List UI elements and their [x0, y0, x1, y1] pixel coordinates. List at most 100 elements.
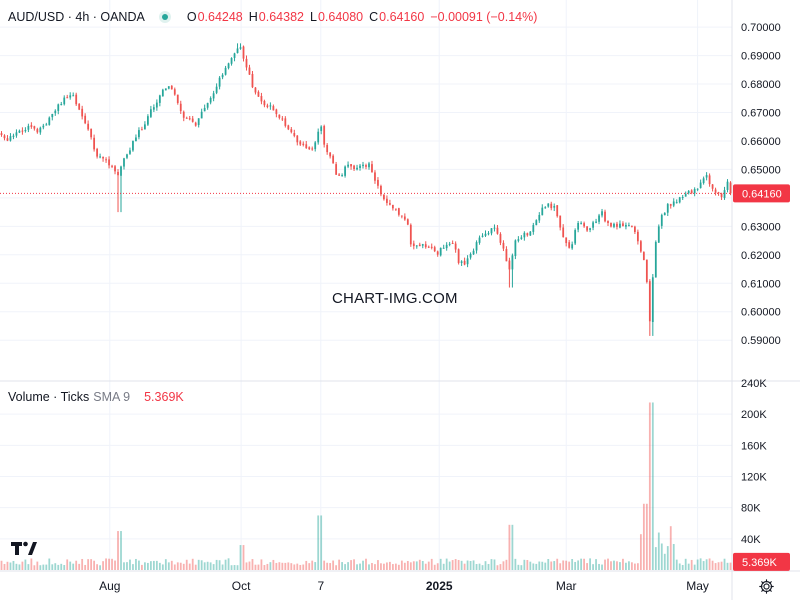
volume-bar	[380, 563, 382, 570]
volume-bar	[311, 560, 314, 570]
candle-body	[493, 227, 496, 229]
volume-bar	[3, 563, 6, 570]
volume-bar	[269, 562, 272, 570]
volume-bar	[454, 559, 457, 570]
volume-bar	[209, 562, 212, 570]
candle	[161, 88, 164, 97]
price-tick-label: 0.69000	[741, 51, 781, 63]
candle	[320, 125, 323, 135]
candle	[332, 154, 335, 164]
candle	[383, 194, 385, 201]
candle	[574, 228, 577, 246]
candle-body	[475, 242, 478, 251]
candle-body	[424, 244, 427, 248]
candle-body	[242, 46, 245, 59]
volume-bar	[287, 562, 290, 570]
candle	[90, 128, 93, 140]
candle	[146, 114, 149, 126]
candle	[182, 110, 185, 122]
volume-title[interactable]: Volume · Ticks	[8, 390, 90, 404]
gear-icon[interactable]	[758, 578, 775, 595]
tradingview-logo-icon[interactable]	[10, 538, 38, 560]
candle-body	[221, 74, 224, 78]
candle-body	[723, 190, 726, 198]
candle	[27, 123, 30, 133]
volume-bar	[24, 559, 27, 570]
candle	[669, 203, 672, 209]
candle-body	[245, 58, 248, 68]
candle	[266, 103, 269, 109]
candle-body	[607, 221, 609, 224]
candle	[484, 230, 487, 237]
volume-bar	[493, 559, 496, 570]
candle-body	[663, 212, 666, 216]
candle	[409, 223, 412, 247]
candle-body	[233, 53, 236, 58]
candle-body	[185, 117, 188, 119]
candle-body	[553, 206, 556, 208]
candle-body	[81, 108, 84, 117]
volume-bar	[475, 564, 478, 570]
volume-bar	[559, 563, 562, 570]
candle-body	[167, 86, 170, 89]
volume-bar	[368, 564, 370, 570]
volume-bar	[332, 560, 335, 570]
volume-bar	[350, 560, 352, 570]
candle-body	[179, 103, 182, 112]
candle	[245, 55, 248, 71]
candle	[586, 226, 588, 232]
volume-bar	[185, 559, 188, 570]
volume-bar	[275, 562, 278, 570]
open-label: O	[186, 10, 197, 24]
volume-bar	[75, 560, 78, 570]
candle-body	[293, 132, 296, 136]
volume-bar	[613, 560, 615, 570]
volume-bar	[415, 561, 418, 570]
candle-body	[371, 164, 373, 173]
volume-bar	[335, 565, 338, 570]
volume-bar	[538, 561, 541, 570]
volume-bar	[616, 561, 618, 570]
candle-body	[311, 148, 314, 150]
candle	[54, 109, 57, 116]
candle-body	[308, 147, 311, 150]
symbol-title[interactable]: AUD/USD · 4h · OANDA	[8, 10, 145, 24]
candle-body	[675, 202, 678, 204]
candle	[654, 240, 657, 278]
time-tick-label: Aug	[99, 579, 120, 593]
candle	[487, 231, 490, 236]
volume-bar	[418, 559, 421, 570]
volume-bar	[179, 562, 182, 570]
candle-body	[490, 228, 493, 234]
candle	[687, 190, 690, 195]
volume-bar	[299, 564, 302, 570]
candle-body	[57, 104, 60, 111]
candle-body	[595, 221, 597, 223]
volume-bar	[631, 562, 633, 570]
candle-body	[484, 233, 487, 236]
candle-body	[726, 181, 729, 190]
volume-bar	[693, 564, 696, 570]
candle-body	[499, 234, 502, 243]
candle	[517, 236, 520, 243]
volume-bars	[0, 402, 732, 570]
candle-body	[254, 87, 257, 93]
candle	[170, 85, 173, 90]
volume-bar	[577, 560, 580, 570]
candle-body	[194, 122, 197, 126]
volume-bar	[15, 563, 18, 570]
candle-body	[601, 211, 603, 216]
time-tick-label: 2025	[426, 579, 453, 593]
candle	[592, 220, 594, 231]
candle	[547, 203, 550, 208]
volume-bar	[138, 560, 140, 570]
candle-body	[191, 118, 194, 122]
candlestick-series	[0, 43, 732, 336]
candle-body	[562, 227, 565, 237]
volume-bar	[212, 564, 215, 570]
candle-body	[51, 113, 54, 118]
candle	[308, 146, 311, 151]
candle	[344, 165, 346, 178]
candle	[45, 122, 48, 126]
